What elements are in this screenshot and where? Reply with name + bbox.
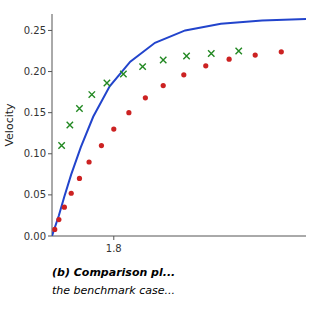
x-axis-line xyxy=(52,236,306,237)
circle-marker xyxy=(126,110,131,115)
y-tick xyxy=(48,71,52,72)
x-marker xyxy=(183,53,189,59)
circle-marker xyxy=(181,72,186,77)
circle-marker xyxy=(86,159,91,164)
y-tick xyxy=(48,112,52,113)
circle-marker xyxy=(227,57,232,62)
circle-marker xyxy=(143,95,148,100)
circle-marker xyxy=(52,227,57,232)
y-tick-label: 0.25 xyxy=(24,25,46,36)
circle-marker xyxy=(99,143,104,148)
circle-marker xyxy=(279,49,284,54)
x-marker xyxy=(67,122,73,128)
x-marker xyxy=(76,105,82,111)
y-tick-label: 0.00 xyxy=(24,231,46,242)
x-marker xyxy=(139,63,145,69)
circle-marker xyxy=(203,63,208,68)
x-marker xyxy=(160,57,166,63)
y-axis-label: Velocity xyxy=(3,103,16,147)
x-marker xyxy=(120,71,126,77)
y-tick-label: 0.05 xyxy=(24,189,46,200)
circle-marker xyxy=(161,83,166,88)
x-marker xyxy=(89,91,95,97)
y-tick xyxy=(48,30,52,31)
y-tick xyxy=(48,236,52,237)
circle-marker xyxy=(69,191,74,196)
circle-marker xyxy=(56,217,61,222)
plot-marks xyxy=(52,19,306,236)
y-axis-line xyxy=(52,14,53,236)
caption: the benchmark case... xyxy=(52,284,175,297)
x-tick xyxy=(113,236,114,240)
y-tick-label: 0.20 xyxy=(24,66,46,77)
caption: (b) Comparison pl... xyxy=(52,266,175,279)
circle-marker xyxy=(77,176,82,181)
x-tick-label: 1.8 xyxy=(106,243,122,254)
x-marker xyxy=(58,142,64,148)
y-tick xyxy=(48,153,52,154)
circle-marker xyxy=(62,205,67,210)
x-marker xyxy=(236,48,242,54)
circle-marker xyxy=(253,53,258,58)
x-marker xyxy=(208,50,214,56)
x-marker xyxy=(104,80,110,86)
y-tick xyxy=(48,194,52,195)
y-tick-label: 0.15 xyxy=(24,107,46,118)
series-line xyxy=(52,19,306,236)
chart: 0.00 0.05 0.10 0.15 0.20 0.25 1.8 Velocity (b) C… xyxy=(0,0,320,320)
y-tick-label: 0.10 xyxy=(24,148,46,159)
circle-marker xyxy=(111,127,116,132)
